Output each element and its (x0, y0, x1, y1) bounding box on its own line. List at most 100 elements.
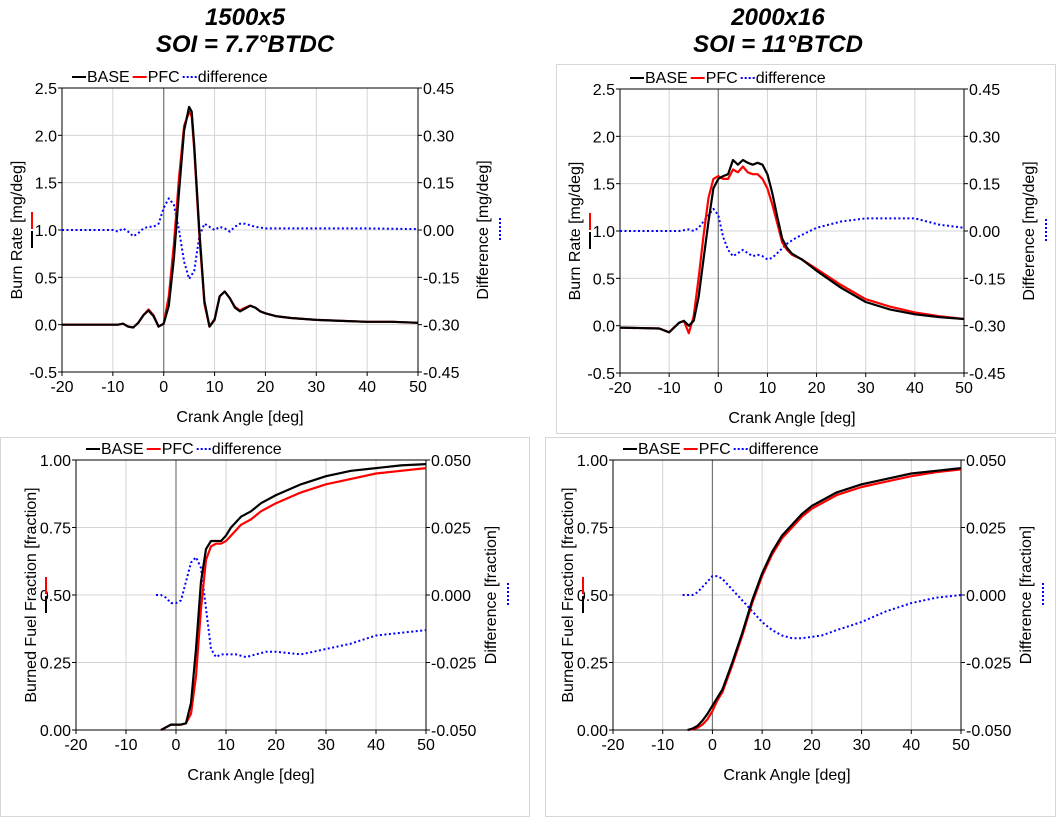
x-tick-label: -10 (651, 737, 674, 754)
y2-tick-label: -0.025 (431, 656, 476, 673)
y-tick-label: 0.0 (35, 318, 57, 335)
y2-tick-label: 0.050 (431, 453, 471, 470)
series-difference-line (156, 556, 427, 659)
x-tick-label: -20 (64, 737, 87, 754)
series-pfc-line (619, 165, 965, 335)
y2-tick-label: 0.00 (423, 223, 454, 240)
y2-tick-label: -0.050 (431, 723, 476, 740)
y2-axis-label: Difference [fraction] (1018, 526, 1035, 664)
x-tick-label: 10 (753, 737, 771, 754)
y2-axis-label: Difference [mg/deg] (475, 160, 492, 299)
chart-svg: -0.5 0.0 0.5 1.0 1.5 2.0 2.5 -0.45 -0.30 -0.15 0.0… (9, 69, 501, 426)
series-base-line (62, 105, 419, 329)
y2-tick-label: -0.45 (969, 366, 1006, 383)
column-title-line2: SOI = 11°BTCD (693, 31, 863, 58)
x-tick-label: 50 (952, 737, 970, 754)
legend-label-difference: difference (749, 441, 819, 458)
y2-tick-label: -0.45 (423, 365, 460, 382)
legend-label-pfc: PFC (148, 69, 180, 86)
series-difference-line (62, 197, 419, 280)
legend-label-pfc: PFC (162, 441, 194, 458)
legend-label-difference: difference (756, 70, 826, 87)
y-axis-label: Burned Fuel Fraction [fraction] (23, 487, 40, 702)
legend-label-base: BASE (645, 70, 688, 87)
y-tick-label: 2.5 (35, 81, 57, 98)
x-tick-label: 0 (714, 380, 723, 397)
y2-tick-label: -0.30 (423, 318, 460, 335)
y-axis-label: Burn Rate [mg/deg] (9, 161, 26, 300)
y2-tick-label: -0.025 (966, 656, 1011, 673)
x-tick-label: 10 (206, 379, 224, 396)
y2-tick-label: 0.30 (423, 128, 454, 145)
series-pfc-line (62, 110, 419, 329)
y-tick-label: 0.25 (40, 656, 71, 673)
y2-tick-label: 0.15 (969, 177, 1000, 194)
column-title-line1: 2000x16 (731, 4, 825, 31)
y-axis-label: Burn Rate [mg/deg] (567, 162, 584, 301)
series-pfc-line (687, 468, 962, 732)
column-title-right: 2000x16 SOI = 11°BTCD (628, 4, 928, 58)
column-title-line1: 1500x5 (204, 4, 286, 31)
x-axis-label: Crank Angle [deg] (728, 410, 855, 427)
burned-fraction-chart-left: 0.00 0.25 0.50 0.75 1.00 -0.050 -0.025 0.000 0.0… (0, 437, 530, 817)
y2-tick-label: -0.15 (423, 270, 460, 287)
x-tick-label: -10 (658, 380, 681, 397)
x-tick-label: 20 (267, 737, 285, 754)
burn-rate-chart-left: -0.5 0.0 0.5 1.0 1.5 2.0 2.5 -0.45 -0.30 -0.15 0.0… (0, 64, 530, 434)
x-tick-label: 10 (759, 380, 777, 397)
x-tick-label: -20 (601, 737, 624, 754)
y2-tick-label: 0.025 (431, 521, 471, 538)
x-tick-label: 20 (257, 379, 275, 396)
y-tick-label: 2.0 (35, 128, 57, 145)
x-tick-label: -20 (608, 380, 631, 397)
y-tick-label: 1.0 (35, 223, 57, 240)
y2-tick-label: -0.050 (966, 723, 1011, 740)
y-tick-label: 0.00 (577, 723, 608, 740)
y-tick-label: 1.5 (35, 176, 57, 193)
x-tick-label: 0 (172, 737, 181, 754)
chart-svg: -0.5 0.0 0.5 1.0 1.5 2.0 2.5 -0.45 -0.30 -0.15 0.0… (567, 70, 1047, 427)
y-tick-label: 0.0 (593, 319, 615, 336)
y-tick-label: 2.0 (593, 129, 615, 146)
series-base-line (687, 467, 962, 732)
y-tick-label: 0.00 (40, 723, 71, 740)
column-title-left: 1500x5 SOI = 7.7°BTDC (95, 4, 395, 58)
y-tick-label: 0.75 (40, 521, 71, 538)
y2-tick-label: 0.45 (423, 81, 454, 98)
y-axis-label: Burned Fuel Fraction [fraction] (560, 487, 577, 702)
legend-label-difference: difference (212, 441, 282, 458)
y-tick-label: 0.75 (577, 521, 608, 538)
legend-label-base: BASE (101, 441, 144, 458)
burn-rate-chart-right: -0.5 0.0 0.5 1.0 1.5 2.0 2.5 -0.45 -0.30 -0.15 0.0… (556, 64, 1056, 434)
y2-tick-label: 0.000 (431, 588, 471, 605)
y2-tick-label: 0.15 (423, 176, 454, 193)
x-tick-label: 20 (803, 737, 821, 754)
legend-label-base: BASE (638, 441, 681, 458)
y-tick-label: 0.5 (593, 271, 615, 288)
y-tick-label: -0.5 (29, 365, 57, 382)
x-tick-label: 30 (853, 737, 871, 754)
y2-axis-label: Difference [mg/deg] (1021, 161, 1038, 300)
y-tick-label: 1.00 (40, 453, 71, 470)
y-tick-label: -0.5 (587, 366, 615, 383)
x-tick-label: 40 (906, 380, 924, 397)
x-tick-label: 0 (159, 379, 168, 396)
chart-svg: 0.00 0.25 0.50 0.75 1.00 -0.050 -0.025 0.000 0.0… (23, 441, 509, 784)
x-tick-label: -20 (50, 379, 73, 396)
y-tick-label: 1.00 (577, 453, 608, 470)
series-base-line (619, 158, 965, 334)
y2-tick-label: 0.025 (966, 521, 1006, 538)
x-tick-label: 50 (955, 380, 973, 397)
y2-tick-label: 0.30 (969, 129, 1000, 146)
y2-tick-label: 0.45 (969, 82, 1000, 99)
x-tick-label: -10 (101, 379, 124, 396)
x-tick-label: 0 (708, 737, 717, 754)
chart-svg: 0.00 0.25 0.50 0.75 1.00 -0.050 -0.025 0.000 0.0… (560, 441, 1044, 784)
legend-label-base: BASE (87, 69, 130, 86)
y-tick-label: 1.0 (593, 224, 615, 241)
x-axis-label: Crank Angle [deg] (723, 767, 850, 784)
y2-axis-label: Difference [fraction] (483, 526, 500, 664)
legend-label-pfc: PFC (706, 70, 738, 87)
y2-tick-label: 0.000 (966, 588, 1006, 605)
column-title-line2: SOI = 7.7°BTDC (155, 31, 335, 58)
